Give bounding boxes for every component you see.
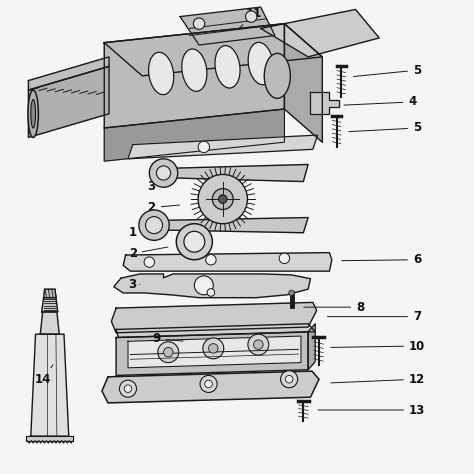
Text: 12: 12: [331, 373, 425, 386]
Polygon shape: [26, 436, 73, 441]
Text: 7: 7: [328, 310, 421, 323]
Polygon shape: [31, 334, 69, 436]
Polygon shape: [123, 253, 332, 271]
Circle shape: [139, 210, 169, 240]
Polygon shape: [261, 9, 379, 57]
Circle shape: [209, 344, 218, 353]
Circle shape: [194, 276, 213, 295]
Polygon shape: [128, 336, 301, 368]
Circle shape: [124, 385, 132, 392]
Circle shape: [200, 375, 217, 392]
Ellipse shape: [149, 52, 173, 95]
Circle shape: [205, 380, 212, 388]
Circle shape: [203, 338, 224, 359]
Polygon shape: [111, 302, 317, 333]
Polygon shape: [116, 324, 315, 337]
Text: 9: 9: [152, 332, 183, 346]
Text: 13: 13: [318, 403, 425, 417]
Circle shape: [254, 340, 263, 349]
Text: 8: 8: [304, 301, 365, 314]
Polygon shape: [308, 324, 315, 370]
Circle shape: [144, 257, 155, 267]
Circle shape: [279, 253, 290, 264]
Polygon shape: [310, 92, 339, 114]
Polygon shape: [128, 135, 318, 159]
Circle shape: [184, 231, 205, 252]
Text: 6: 6: [342, 253, 421, 266]
Text: 5: 5: [349, 121, 421, 135]
Polygon shape: [116, 332, 308, 375]
Text: 4: 4: [344, 95, 417, 109]
Circle shape: [156, 166, 171, 180]
Circle shape: [246, 11, 257, 22]
Text: 11: 11: [239, 7, 262, 29]
Text: 3: 3: [147, 180, 167, 193]
Ellipse shape: [31, 100, 36, 128]
Text: 2: 2: [147, 201, 180, 214]
Circle shape: [206, 255, 216, 265]
Circle shape: [212, 189, 233, 210]
Text: 14: 14: [35, 365, 53, 386]
Ellipse shape: [248, 42, 273, 85]
Circle shape: [207, 289, 215, 296]
Text: 10: 10: [331, 339, 425, 353]
Ellipse shape: [182, 49, 207, 91]
Polygon shape: [44, 289, 56, 298]
Circle shape: [198, 174, 247, 224]
Text: 2: 2: [128, 247, 168, 260]
Polygon shape: [284, 24, 322, 142]
Polygon shape: [28, 57, 109, 90]
Text: 3: 3: [128, 278, 140, 291]
Circle shape: [285, 375, 293, 383]
Circle shape: [164, 347, 173, 357]
Polygon shape: [104, 24, 322, 76]
Polygon shape: [28, 66, 109, 137]
Circle shape: [281, 371, 298, 388]
Circle shape: [176, 224, 212, 260]
Polygon shape: [40, 312, 59, 334]
Circle shape: [149, 159, 178, 187]
Polygon shape: [42, 298, 58, 312]
Circle shape: [198, 141, 210, 153]
Ellipse shape: [215, 46, 240, 88]
Polygon shape: [156, 218, 308, 233]
Ellipse shape: [28, 90, 38, 137]
Circle shape: [158, 342, 179, 363]
Circle shape: [248, 334, 269, 355]
Circle shape: [146, 217, 163, 234]
Circle shape: [119, 380, 137, 397]
Polygon shape: [180, 7, 275, 45]
Circle shape: [219, 195, 227, 203]
Polygon shape: [166, 164, 308, 182]
Polygon shape: [104, 24, 284, 128]
Text: 1: 1: [128, 226, 158, 239]
Polygon shape: [114, 274, 310, 298]
Circle shape: [289, 290, 294, 296]
Polygon shape: [102, 371, 319, 403]
Ellipse shape: [264, 54, 290, 99]
Polygon shape: [104, 109, 284, 161]
Circle shape: [193, 18, 205, 29]
Text: 5: 5: [354, 64, 421, 77]
